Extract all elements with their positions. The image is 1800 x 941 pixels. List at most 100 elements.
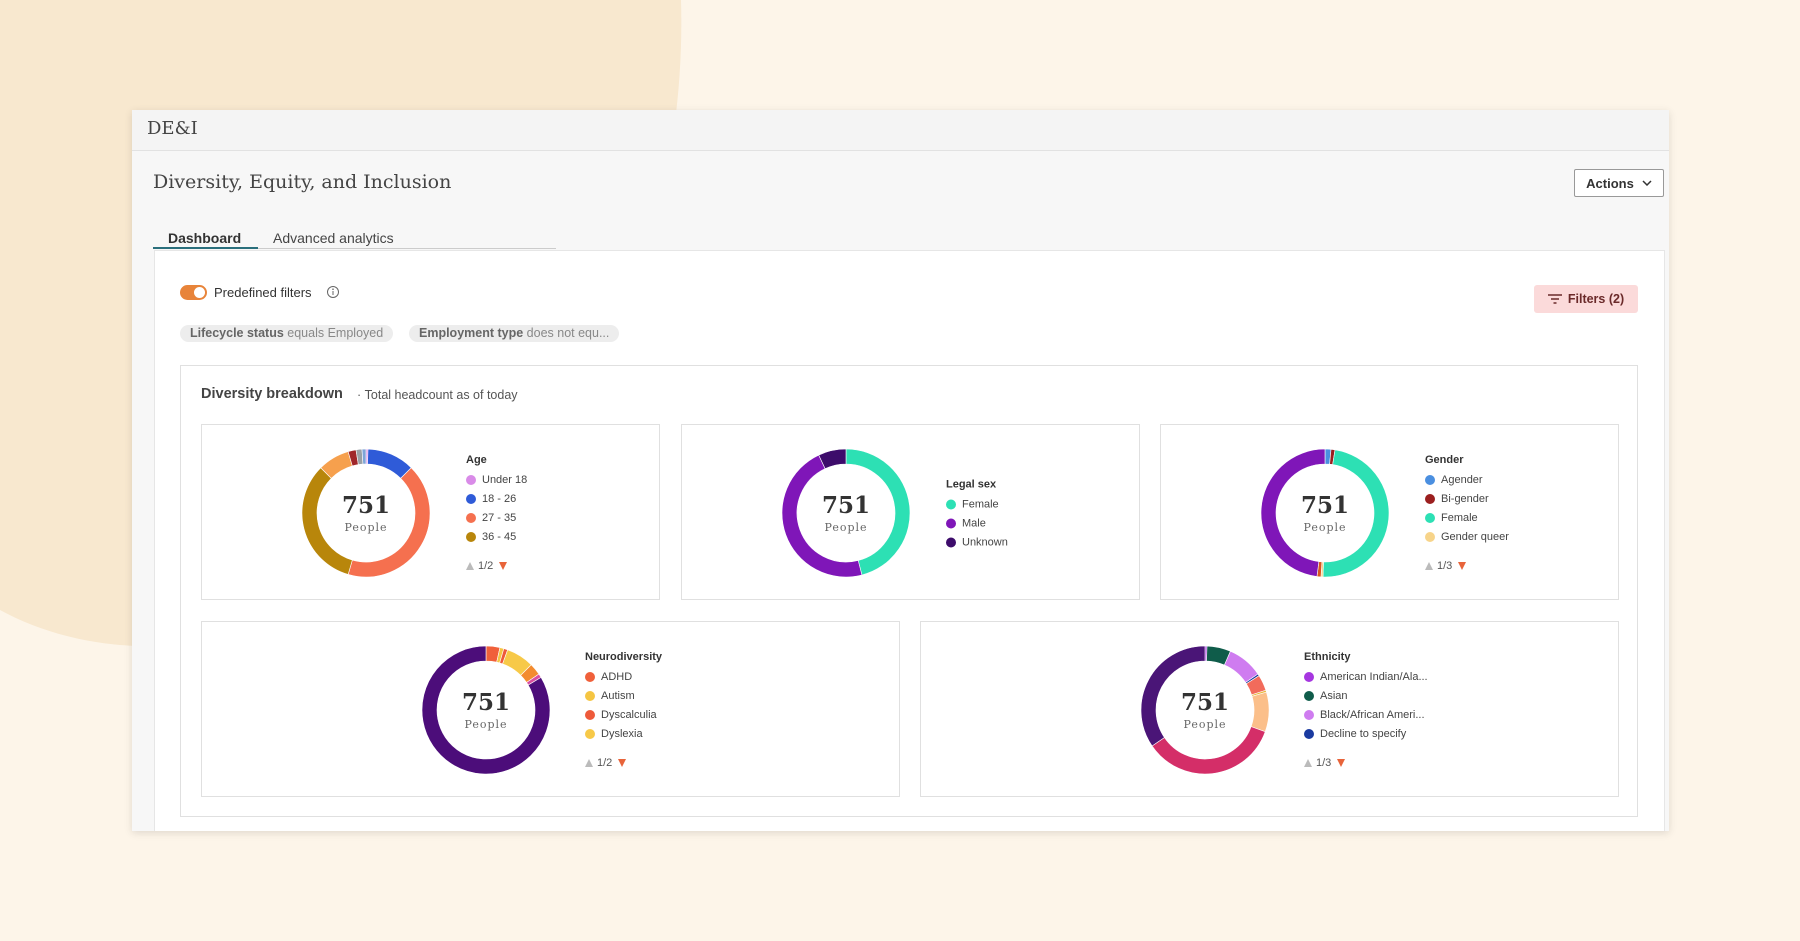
legend-label: American Indian/Ala... (1320, 671, 1428, 683)
legend-label: Black/African Ameri... (1320, 709, 1425, 721)
legend-swatch (1425, 513, 1435, 523)
legend-page: 1/2 (597, 757, 612, 769)
center-label: People (344, 521, 387, 534)
filter-chip[interactable]: Employment type does not equ... (409, 325, 620, 342)
legend-page: 1/3 (1437, 560, 1452, 572)
center-value: 751 (1301, 492, 1349, 519)
legend-swatch (585, 729, 595, 739)
legend-swatch (466, 475, 476, 485)
tab[interactable]: Advanced analytics (273, 230, 394, 246)
actions-button[interactable]: Actions (1574, 169, 1664, 197)
app-name: DE&I (147, 118, 198, 139)
legend-label: 18 - 26 (482, 493, 516, 505)
legend-swatch (1304, 729, 1314, 739)
legend-swatch (1304, 672, 1314, 682)
legend-swatch (466, 532, 476, 542)
legend-label: Under 18 (482, 474, 527, 486)
legend-label: ADHD (601, 671, 632, 683)
legend-label: Decline to specify (1320, 728, 1407, 740)
page-up (1304, 759, 1312, 767)
legend-label: 36 - 45 (482, 531, 516, 543)
legend-title: Legal sex (946, 478, 997, 490)
center-label: People (1303, 521, 1346, 534)
tab[interactable]: Dashboard (168, 230, 242, 246)
legend-label: Agender (1441, 474, 1483, 486)
chart-card: 751 People Gender Agender Bi-gender Female Gen… (1160, 424, 1619, 600)
legend-label: 27 - 35 (482, 512, 516, 524)
legend: American Indian/Ala... Asian Black/African… (1304, 671, 1428, 740)
legend-swatch (1425, 475, 1435, 485)
legend-title: Gender (1425, 454, 1464, 466)
page-up (585, 759, 593, 767)
donut-segment (421, 645, 551, 775)
legend-label: Autism (601, 690, 635, 702)
donut-segment (1140, 645, 1206, 747)
legend-swatch (1425, 494, 1435, 504)
page-down (1458, 562, 1466, 570)
page-up (1425, 562, 1433, 570)
legend-swatch (946, 499, 956, 510)
actions-label: Actions (1586, 175, 1634, 191)
chip-field: Employment type (419, 326, 524, 340)
legend-label: Unknown (962, 536, 1008, 548)
legend: Under 18 18 - 26 27 - 35 36 - 45 (466, 474, 527, 543)
chevron-icon (1642, 180, 1652, 186)
toggle-knob (194, 287, 205, 298)
legend-page: 1/2 (478, 560, 493, 572)
center-label: People (464, 718, 507, 731)
chart-card: 751 People Ethnicity American Indian/Ala...… (920, 621, 1619, 797)
toggle[interactable] (180, 285, 207, 300)
top-bar: DE&I (132, 110, 1669, 151)
legend-swatch (585, 710, 595, 720)
legend-label: Dyslexia (601, 728, 643, 740)
page-down (618, 759, 626, 767)
filters-button[interactable]: Filters (2) (1534, 285, 1638, 313)
legend-swatch (466, 494, 476, 504)
legend-swatch (946, 518, 956, 529)
legend-label: Bi-gender (1441, 493, 1489, 505)
legend-label: Female (962, 498, 999, 510)
center-value: 751 (462, 689, 510, 716)
info-icon[interactable] (326, 285, 340, 299)
legend-swatch (1304, 691, 1314, 701)
center-value: 751 (822, 492, 870, 519)
tab-underline (153, 247, 258, 249)
donut-chart: 751 People Legal sex Female Male Unknown (781, 448, 1008, 578)
legend-label: Dyscalculia (601, 709, 658, 721)
breakdown-subtitle: · Total headcount as of today (357, 388, 518, 402)
donut-segment (1250, 691, 1270, 733)
legend-title: Age (466, 454, 487, 466)
legend-swatch (1304, 710, 1314, 720)
chip-condition: equals Employed (287, 326, 384, 340)
center-label: People (1183, 718, 1226, 731)
center-value: 751 (1181, 689, 1229, 716)
legend-label: Male (962, 517, 986, 529)
donut-segment (361, 448, 367, 465)
donut-chart: 751 People Gender Agender Bi-gender Female Gen… (1260, 448, 1509, 578)
page-up (466, 562, 474, 570)
legend-swatch (585, 691, 595, 701)
chart-card: 751 People Legal sex Female Male Unknown (681, 424, 1140, 600)
legend-label: Asian (1320, 690, 1348, 702)
subtitle-text: Total headcount as of today (364, 388, 518, 402)
legend: ADHD Autism Dyscalculia Dyslexia (585, 671, 658, 740)
page-down (1337, 759, 1345, 767)
donut-segment (1260, 448, 1326, 577)
toggle-label: Predefined filters (214, 285, 312, 300)
app-window: DE&I Diversity, Equity, and Inclusion Ac… (132, 110, 1669, 831)
legend-label: Female (1441, 512, 1478, 524)
legend-swatch (946, 537, 956, 548)
legend-swatch (1425, 532, 1435, 542)
donut-chart: 751 People Age Under 18 18 - 26 27 - 35 36 - 4… (301, 448, 527, 578)
separator: · (357, 388, 365, 402)
tab-line (153, 248, 556, 249)
page-down (499, 562, 507, 570)
chart-card: 751 People Age Under 18 18 - 26 27 - 35 36 - 4… (201, 424, 660, 600)
center-label: People (824, 521, 867, 534)
chart-card: 751 People Neurodiversity ADHD Autism Dyscalc… (201, 621, 900, 797)
donut-segment (818, 448, 847, 470)
legend-title: Ethnicity (1304, 651, 1351, 663)
filter-chip[interactable]: Lifecycle status equals Employed (180, 325, 394, 342)
donut-segment (1151, 726, 1266, 775)
